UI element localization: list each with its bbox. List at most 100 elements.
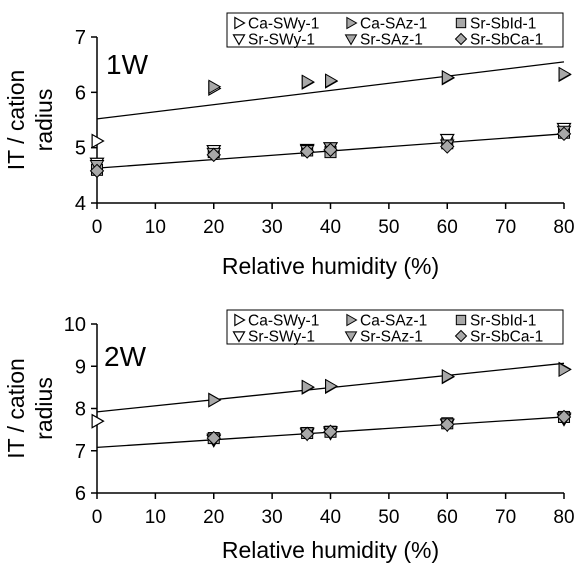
legend: Ca-SWy-1 Ca-SAz-1 Sr-SbId-1 Sr-SWy-1 Sr-SAz-…	[226, 12, 564, 49]
legend-marker	[455, 17, 467, 29]
data-point	[556, 409, 572, 425]
x-tick-label: 80	[553, 507, 574, 528]
x-axis-label: Relative humidity (%)	[222, 537, 439, 563]
series-sr-saz-1	[206, 412, 572, 447]
data-point	[299, 144, 315, 159]
series-sr-swy-1	[206, 413, 572, 448]
legend-marker	[344, 331, 358, 343]
series-sr-sbid-1	[207, 410, 571, 445]
legend-marker	[346, 313, 358, 327]
legend-label: Sr-SbCa-1	[470, 329, 543, 346]
data-point	[325, 378, 339, 394]
x-tick-label: 70	[495, 507, 516, 528]
x-tick-label: 10	[145, 507, 166, 528]
legend-label: Ca-SAz-1	[360, 313, 427, 330]
legend-item: Ca-SAz-1	[346, 313, 427, 330]
legend-item: Sr-SbCa-1	[454, 32, 543, 49]
legend-item: Ca-SAz-1	[346, 16, 427, 33]
x-tick-label: 20	[203, 507, 224, 528]
legend-marker	[234, 313, 246, 327]
y-tick-label: 4	[75, 193, 86, 215]
y-tick-label: 6	[75, 483, 86, 505]
y-tick-label: 8	[75, 399, 86, 421]
legend-marker	[454, 329, 468, 343]
data-point	[323, 424, 338, 439]
legend-label: Ca-SWy-1	[248, 313, 319, 330]
legend-item: Sr-SWy-1	[232, 329, 315, 346]
legend-item: Sr-SAz-1	[344, 329, 423, 346]
data-point	[440, 417, 455, 432]
x-tick-label: 60	[437, 507, 458, 528]
legend-label: Ca-SAz-1	[360, 16, 427, 33]
x-tick-label: 70	[495, 217, 516, 238]
data-point	[440, 139, 455, 154]
chart-2w: 0 10 20 30 40 50 60 70 80 6 7 8 9 10 Relative humidity…	[3, 309, 575, 563]
series-ca-saz-1	[208, 362, 572, 408]
data-point	[91, 413, 105, 429]
x-tick-label: 10	[145, 217, 166, 238]
legend: Ca-SWy-1 Ca-SAz-1 Sr-SbId-1 Sr-SWy-1 Sr-SAz-…	[226, 309, 564, 346]
legend-label: Sr-SAz-1	[360, 329, 423, 346]
legend-marker	[454, 32, 468, 46]
y-axis-label-line: IT / cation	[3, 70, 29, 171]
series-sr-sbca-1	[89, 126, 572, 179]
data-point	[301, 379, 315, 395]
legend-box	[226, 12, 564, 48]
legend-label: Sr-SbId-1	[470, 313, 536, 330]
y-axis-label-line: radius	[31, 89, 57, 152]
y-axis-label-line: radius	[31, 377, 57, 440]
data-point	[208, 79, 222, 95]
data-point	[208, 392, 222, 408]
y-tick-label: 6	[75, 82, 86, 104]
y-tick-label: 5	[75, 138, 86, 160]
y-tick-label: 7	[75, 441, 86, 463]
legend-marker	[455, 314, 467, 326]
x-tick-label: 80	[553, 217, 574, 238]
x-tick-label: 40	[320, 217, 341, 238]
series-ca-saz-1	[208, 66, 572, 95]
data-point	[89, 163, 105, 179]
y-tick-label: 7	[75, 27, 86, 49]
legend-label: Ca-SWy-1	[248, 16, 319, 33]
data-point	[91, 133, 105, 149]
data-point	[558, 66, 572, 82]
x-tick-label: 30	[262, 507, 283, 528]
chart-1w: 0 10 20 30 40 50 60 70 80 4 5 6 7 Relative humidity (…	[3, 12, 575, 279]
panel-label: 1W	[106, 49, 149, 80]
legend-item: Sr-SbCa-1	[454, 329, 543, 346]
data-point	[441, 70, 455, 85]
legend-label: Sr-SAz-1	[360, 32, 423, 49]
x-axis-label: Relative humidity (%)	[222, 253, 439, 279]
x-tick-label: 50	[378, 507, 399, 528]
x-tick-label: 0	[92, 217, 103, 238]
data-point	[556, 126, 572, 142]
legend-label: Sr-SbId-1	[470, 16, 536, 33]
trendline	[96, 61, 565, 120]
legend-item: Sr-SWy-1	[232, 32, 315, 49]
y-axis-label: IT / cation radius	[3, 70, 57, 171]
data-point	[301, 74, 315, 90]
x-tick-label: 30	[262, 217, 283, 238]
legend-item: Sr-SAz-1	[344, 32, 423, 49]
legend-marker	[232, 331, 246, 343]
series-ca-swy-1	[91, 361, 572, 429]
legend-item: Ca-SWy-1	[234, 313, 319, 330]
data-point	[325, 73, 339, 89]
legend-box	[226, 309, 564, 345]
x-tick-label: 50	[378, 217, 399, 238]
data-point	[323, 142, 338, 158]
x-tick-label: 0	[92, 507, 103, 528]
legend-label: Sr-SWy-1	[248, 329, 315, 346]
y-tick-label: 9	[75, 356, 86, 378]
y-axis-label-line: IT / cation	[3, 358, 29, 459]
x-tick-label: 40	[320, 507, 341, 528]
y-tick-label: 10	[64, 314, 86, 336]
data-point	[206, 147, 221, 163]
legend-label: Sr-SbCa-1	[470, 32, 543, 49]
legend-marker	[344, 34, 358, 46]
data-point	[206, 430, 221, 446]
legend-item: Ca-SWy-1	[234, 16, 319, 33]
x-tick-label: 60	[437, 217, 458, 238]
data-point	[558, 362, 572, 377]
